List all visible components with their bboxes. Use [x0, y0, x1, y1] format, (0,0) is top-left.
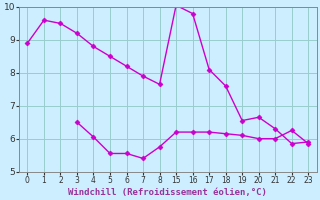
X-axis label: Windchill (Refroidissement éolien,°C): Windchill (Refroidissement éolien,°C) — [68, 188, 267, 197]
